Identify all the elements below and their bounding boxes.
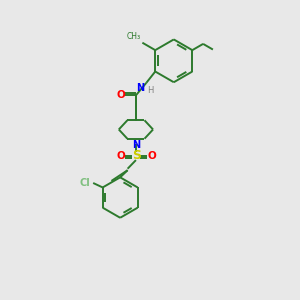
Text: O: O — [147, 151, 156, 161]
Text: S: S — [132, 149, 141, 162]
Text: Cl: Cl — [80, 178, 90, 188]
Text: H: H — [148, 86, 154, 95]
Text: O: O — [116, 90, 125, 100]
Text: N: N — [136, 83, 144, 93]
Text: CH₃: CH₃ — [127, 32, 141, 41]
Text: O: O — [116, 151, 125, 161]
Text: N: N — [132, 140, 140, 150]
